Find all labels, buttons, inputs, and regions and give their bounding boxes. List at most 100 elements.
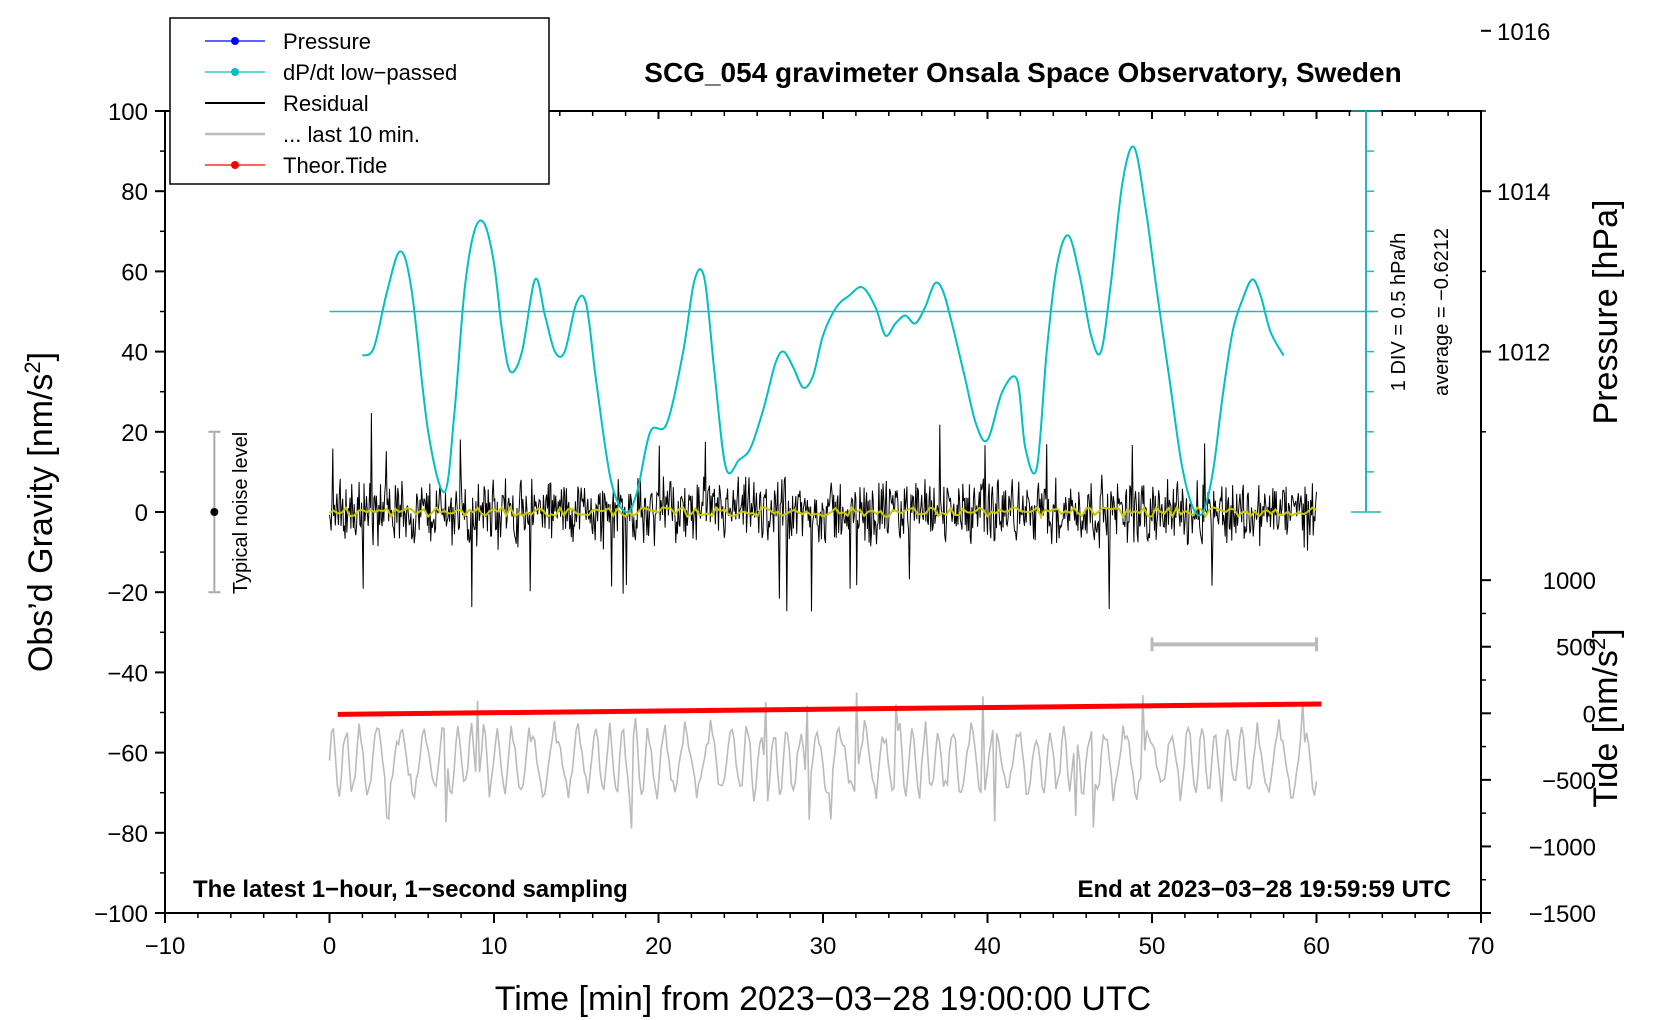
pressure-point [846,26,849,29]
pressure-point [560,22,563,25]
pressure-point [897,32,900,35]
pressure-point [797,36,800,39]
pressure-point [505,11,508,14]
pressure-point [573,22,576,25]
pressure-point [1079,39,1082,42]
pressure-point [858,33,861,36]
pressure-point [646,19,649,22]
pressure-point [959,36,962,39]
pressure-point [1227,46,1230,49]
pressure-point [765,41,768,44]
pressure-point [843,37,846,40]
pressure-point [987,40,990,43]
pressure-point [691,22,694,25]
tide-tick-label: 1000 [1543,568,1596,595]
pressure-point [1032,36,1035,39]
pressure-point [1065,41,1068,44]
pressure-point [1202,40,1205,43]
pressure-point [557,14,560,17]
pressure-point [615,13,618,16]
pressure-point [774,25,777,28]
pressure-axis-title: Pressure [hPa] [1587,200,1625,425]
pressure-point [525,13,528,16]
pressure-point [763,29,766,32]
pressure-point [868,31,871,34]
pressure-point [705,22,708,25]
pressure-point [1155,44,1158,47]
pressure-point [1160,45,1163,48]
pressure-point [1204,49,1207,52]
x-tick-label: 20 [645,933,672,960]
pressure-point [1173,39,1176,42]
pressure-point [357,5,360,8]
pressure-point [827,30,830,33]
pressure-point [361,12,364,15]
pressure-point [1085,33,1088,36]
pressure-point [1003,41,1006,44]
pressure-point [856,29,859,32]
pressure-point [1002,37,1005,40]
pressure-point [717,34,720,37]
pressure-point [492,8,495,11]
pressure-point [1301,47,1304,50]
pressure-point [1108,35,1111,38]
pressure-point [538,11,541,14]
pressure-point [545,12,548,15]
residual-series-line [329,412,1317,612]
pressure-point [1248,43,1251,46]
pressure-point [762,25,765,28]
tide-series-line [337,701,1322,717]
pressure-point [717,29,720,32]
pressure-point [741,25,744,28]
pressure-point [1028,40,1031,43]
pressure-point [1171,46,1174,49]
pressure-point [773,27,776,30]
pressure-point [970,32,973,35]
pressure-point [432,8,435,11]
pressure-point [452,9,455,12]
pressure-point [842,30,845,33]
pressure-point [914,36,917,39]
noise-bar-center [210,508,219,516]
pressure-point [1264,50,1267,53]
pressure-point [1108,36,1111,39]
pressure-point [461,6,464,9]
pressure-point [590,23,593,26]
pressure-point [1282,42,1285,45]
x-tick-label: 60 [1303,933,1330,960]
pressure-point [989,42,992,45]
pressure-point [517,8,520,11]
pressure-point [821,34,824,37]
pressure-point [1250,45,1253,48]
tide-tick-label: 0 [1583,701,1596,728]
pressure-point [892,39,895,42]
pressure-point [713,27,716,30]
pressure-point [674,24,677,27]
pressure-point [760,28,763,31]
pressure-point [479,8,482,11]
pressure-point [1162,39,1165,42]
pressure-point [446,12,449,15]
pressure-point [1177,40,1180,43]
pressure-point [1110,43,1113,46]
pressure-point [1176,41,1179,44]
pressure-point [1156,45,1159,48]
pressure-point [603,19,606,22]
pressure-point [1170,38,1173,41]
pressure-point [857,33,860,36]
pressure-point [1296,44,1299,47]
y-tick-label: 100 [108,99,148,126]
pressure-point [361,1,364,4]
pressure-point [783,45,786,48]
pressure-point [478,10,481,13]
pressure-point [813,24,816,27]
pressure-point [768,22,771,25]
pressure-point [962,41,965,44]
pressure-point [338,4,341,7]
pressure-point [934,30,937,33]
dpdt-div-label: 1 DIV = 0.5 hPa/h [1388,233,1410,391]
pressure-point [1120,39,1123,42]
pressure-point [851,36,854,39]
pressure-point [1186,45,1189,48]
pressure-point [469,11,472,14]
